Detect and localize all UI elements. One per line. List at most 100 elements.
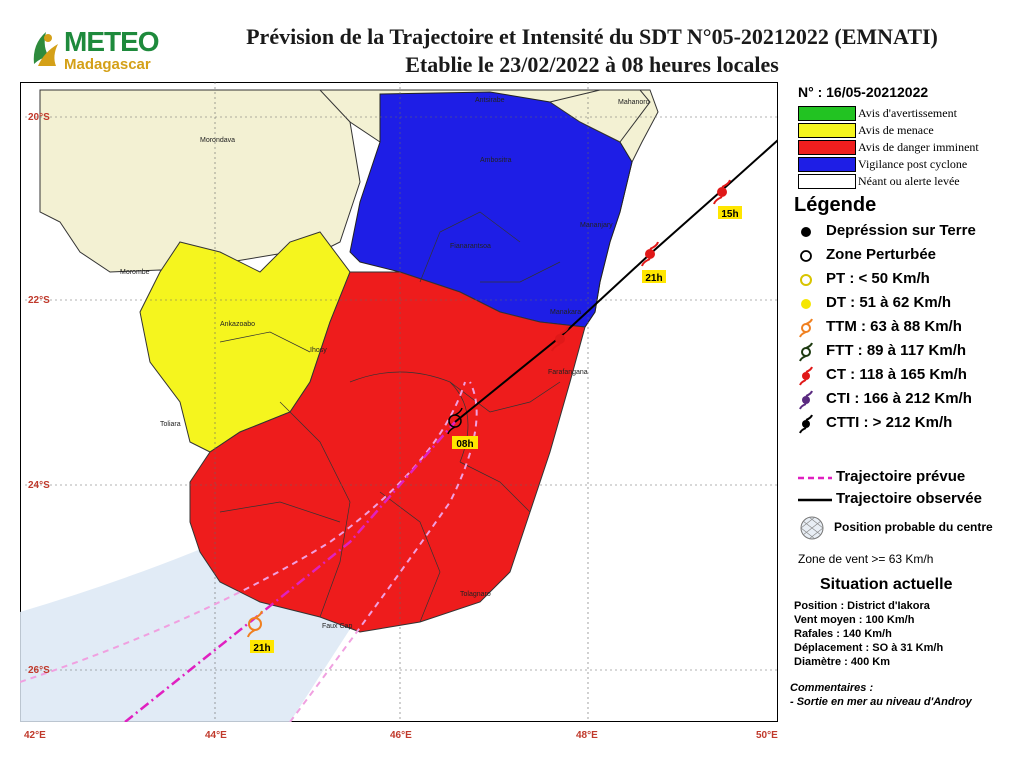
alert-swatch-blue (798, 157, 856, 172)
alert-swatch-green (798, 106, 856, 121)
alert-label: Avis de menace (858, 123, 934, 137)
situation-movement: Déplacement : SO à 31 Km/h (794, 642, 944, 654)
dark-green-cyclone-icon (799, 342, 813, 362)
city-fianarantsoa: Fianarantsoa (450, 243, 491, 250)
alert-label: Néant ou alerte levée (858, 174, 960, 188)
legend-item-dt: DT : 51 à 62 Km/h (798, 292, 1020, 316)
situation-mean-wind: Vent moyen : 100 Km/h (794, 614, 915, 626)
ct-symbol-15h (713, 179, 731, 205)
city-antsirabe: Antsirabe (475, 97, 505, 104)
svg-text:21h: 21h (253, 643, 270, 654)
city-morondava: Morondava (200, 137, 235, 144)
lon-tick-42: 42°E (24, 730, 46, 741)
ct-symbol-coast (551, 326, 569, 352)
page-subtitle: Etablie le 23/02/2022 à 08 heures locale… (405, 52, 779, 77)
city-toliara: Toliara (160, 421, 181, 428)
lon-tick-48: 48°E (576, 730, 598, 741)
dashed-magenta-line-icon (798, 476, 832, 480)
predicted-track-upper (19, 381, 466, 683)
alert-row-neant: Néant ou alerte levée (798, 174, 1018, 189)
svg-text:21h: 21h (645, 273, 662, 284)
black-cyclone-icon (799, 414, 813, 434)
alert-swatch-red (798, 140, 856, 155)
lon-tick-50: 50°E (756, 730, 778, 741)
forecast-map: 15h 21h 08h 21h Antsirabe Mahanoro Moron… (19, 81, 779, 723)
legend-probable-position: Position probable du centre (798, 516, 1020, 540)
purple-cyclone-icon (799, 390, 813, 410)
bulletin-number: N° : 16/05-20212022 (798, 84, 929, 100)
city-labels: Antsirabe Mahanoro Morondava Ambositra M… (120, 97, 650, 630)
situation-diameter: Diamètre : 400 Km (794, 656, 890, 668)
city-ihosy: Ihosy (310, 347, 327, 354)
hollow-circle-icon (800, 250, 812, 262)
filled-black-dot-icon (801, 227, 811, 237)
alert-row-danger: Avis de danger imminent (798, 140, 1018, 155)
alert-row-menace: Avis de menace (798, 123, 1018, 138)
ct-symbol-21h (641, 241, 659, 267)
time-label-21h-b: 21h (250, 640, 274, 654)
city-morombe: Morombe (120, 269, 150, 276)
legend-item-pt: PT : < 50 Km/h (798, 268, 1020, 292)
city-tolagnaro: Tolagnaro (460, 591, 491, 598)
ttm-symbol-21h (247, 610, 263, 638)
land-coast-strip (548, 89, 651, 143)
alert-swatch-white (798, 174, 856, 189)
situation-gusts: Rafales : 140 Km/h (794, 628, 892, 640)
city-mahanoro: Mahanoro (618, 99, 650, 106)
city-farafangana: Farafangana (548, 369, 588, 376)
hatched-circle-icon (800, 516, 824, 540)
legend-item-cti: CTI : 166 à 212 Km/h (798, 388, 1020, 412)
lat-tick-26: 26°S (28, 665, 50, 676)
legend-item-ftt: FTT : 89 à 117 Km/h (798, 340, 1020, 364)
city-faux-cap: Faux Cap (322, 623, 352, 630)
alert-swatch-yellow (798, 123, 856, 138)
city-mananjary: Mananjary (580, 222, 613, 229)
alert-label: Vigilance post cyclone (858, 157, 968, 171)
city-ankazoabo: Ankazoabo (220, 321, 255, 328)
current-position-symbol (447, 407, 463, 435)
comments-text: - Sortie en mer au niveau d'Androy (790, 696, 972, 708)
lon-tick-44: 44°E (205, 730, 227, 741)
filled-yellow-dot-icon (801, 299, 811, 309)
time-label-15h: 15h (718, 206, 742, 220)
lat-tick-20: 20°S (28, 112, 50, 123)
page-title: Prévision de la Trajectoire et Intensité… (246, 24, 938, 49)
alert-label: Avis de danger imminent (858, 140, 979, 154)
lat-tick-24: 24°S (28, 480, 50, 491)
hollow-yellow-circle-icon (800, 274, 812, 286)
alert-row-vigilance: Vigilance post cyclone (798, 157, 1018, 172)
situation-title: Situation actuelle (820, 576, 953, 593)
city-manakara: Manakara (550, 309, 581, 316)
legend-wind-zone: Zone de vent >= 63 Km/h (798, 552, 934, 566)
solid-black-line-icon (798, 498, 832, 502)
red-cyclone-icon (799, 366, 813, 386)
alert-row-avertissement: Avis d'avertissement (798, 106, 1018, 121)
logo-emblem-icon (33, 32, 58, 66)
situation-position: Position : District d'Iakora (794, 600, 930, 612)
time-label-21h-a: 21h (642, 270, 666, 284)
city-ambositra: Ambositra (480, 157, 512, 164)
comments-title: Commentaires : (790, 682, 874, 694)
legend-observed-track: Trajectoire observée (798, 488, 1020, 512)
legend-panel: N° : 16/05-20212022 Avis d'avertissement… (790, 82, 1020, 722)
legend-item-ttm: TTM : 63 à 88 Km/h (798, 316, 1020, 340)
svg-text:08h: 08h (456, 439, 473, 450)
orange-cyclone-icon (799, 318, 813, 338)
legend-item-ct: CT : 118 à 165 Km/h (798, 364, 1020, 388)
legend-title: Légende (794, 194, 877, 216)
district-borders (219, 211, 561, 623)
lon-tick-46: 46°E (390, 730, 412, 741)
predicted-track-lower (289, 381, 478, 723)
legend-item-zone-perturbee: Zone Perturbée (798, 244, 1020, 268)
meteo-madagascar-logo: METEO Madagascar (28, 24, 160, 74)
legend-item-depression: Depréssion sur Terre (798, 220, 1020, 244)
svg-text:15h: 15h (721, 209, 738, 220)
lat-tick-22: 22°S (28, 295, 50, 306)
legend-item-ctti: CTTI : > 212 Km/h (798, 412, 1020, 436)
time-label-08h: 08h (452, 436, 478, 450)
logo-main-text: METEO (64, 26, 160, 57)
legend-predicted-track: Trajectoire prévue (798, 466, 1020, 490)
predicted-track-center (124, 421, 456, 723)
red-zone (189, 271, 586, 633)
alert-label: Avis d'avertissement (858, 106, 957, 120)
